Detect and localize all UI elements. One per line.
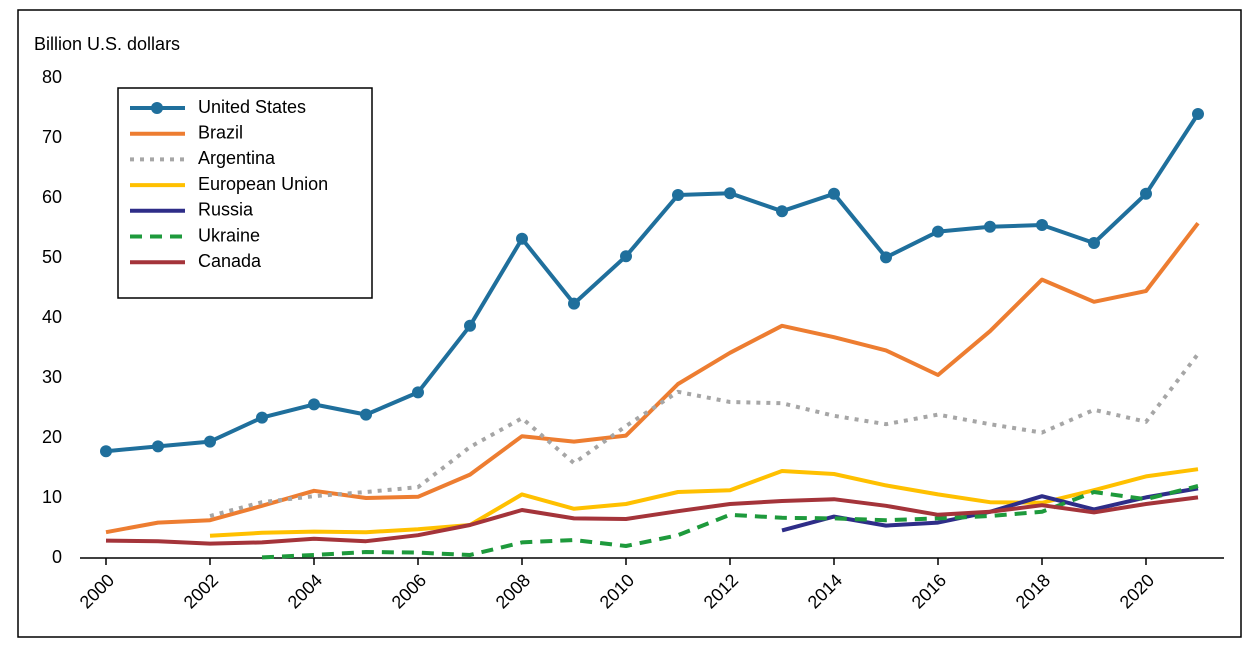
marker [828,187,840,200]
y-tick-label: 80 [42,67,62,87]
marker [412,386,424,399]
y-tick-label: 30 [42,367,62,387]
y-axis-label: Billion U.S. dollars [34,34,180,54]
series-line [261,484,1199,560]
legend-marker [151,102,163,114]
x-tick-label: 2020 [1116,570,1158,612]
marker [256,411,268,424]
series-line [105,112,1200,454]
marker [516,232,528,245]
marker [152,440,164,453]
marker [880,251,892,264]
y-tick-label: 50 [42,247,62,267]
marker [204,435,216,448]
marker [360,408,372,421]
x-tick-label: 2000 [76,570,118,612]
series-line [105,495,1199,546]
x-tick-label: 2010 [596,570,638,612]
marker [1036,219,1048,231]
x-tick-label: 2006 [388,570,430,612]
x-tick-label: 2002 [180,570,222,612]
marker [672,189,684,201]
marker [308,398,320,411]
series-line [781,486,1199,533]
marker [984,220,996,233]
x-tick-label: 2016 [908,570,950,612]
x-tick-label: 2014 [804,570,846,612]
marker [1192,108,1204,120]
legend-label: European Union [198,174,328,194]
series-line [209,467,1199,538]
marker [932,225,944,238]
marker [100,445,112,458]
x-tick-label: 2012 [700,570,742,612]
marker [620,250,632,263]
marker [464,319,476,332]
y-tick-label: 60 [42,187,62,207]
legend-label: Argentina [198,148,276,168]
legend-label: Ukraine [198,225,260,245]
marker [568,297,580,310]
y-tick-label: 40 [42,307,62,327]
x-tick-label: 2018 [1012,570,1054,612]
marker [776,205,788,218]
marker [1088,237,1100,249]
marker [724,187,736,200]
legend-label: United States [198,97,306,117]
legend-label: Russia [198,200,254,220]
y-tick-label: 0 [52,547,62,567]
y-tick-label: 20 [42,427,62,447]
y-tick-label: 70 [42,127,62,147]
marker [1140,187,1152,200]
x-tick-label: 2004 [284,570,326,612]
legend-label: Brazil [198,122,243,142]
series-line [209,352,1200,518]
frame [17,9,1242,638]
y-tick-label: 10 [42,487,62,507]
x-tick-label: 2008 [492,570,534,612]
legend-label: Canada [198,251,262,271]
